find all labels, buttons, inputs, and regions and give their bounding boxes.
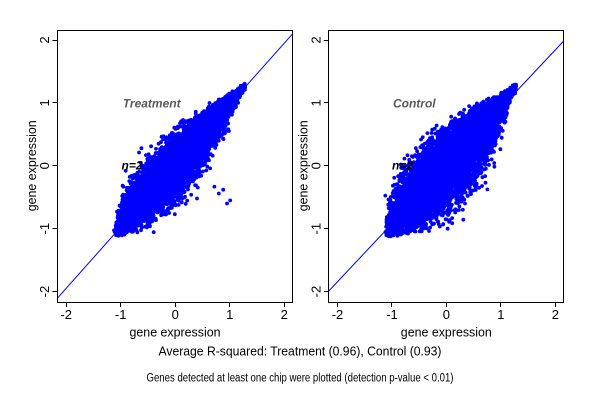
svg-text:1: 1 — [226, 307, 233, 322]
svg-text:-2: -2 — [60, 307, 72, 322]
svg-text:-1: -1 — [37, 223, 52, 235]
svg-text:0: 0 — [37, 162, 52, 169]
svg-text:0: 0 — [308, 162, 323, 169]
svg-text:gene expression: gene expression — [401, 325, 492, 340]
svg-text:gene expression: gene expression — [130, 325, 221, 340]
svg-text:-1: -1 — [308, 223, 323, 235]
svg-text:-2: -2 — [37, 286, 52, 298]
svg-text:2: 2 — [308, 36, 323, 43]
svg-text:1: 1 — [308, 99, 323, 106]
svg-text:gene expression: gene expression — [295, 120, 310, 211]
svg-text:0: 0 — [172, 307, 179, 322]
svg-text:Genes detected at least one ch: Genes detected at least one chip were pl… — [147, 372, 454, 384]
svg-text:2: 2 — [281, 307, 288, 322]
svg-text:n=2: n=2 — [392, 159, 413, 173]
svg-text:n=2: n=2 — [121, 159, 142, 173]
svg-text:-2: -2 — [308, 286, 323, 298]
svg-text:-1: -1 — [115, 307, 127, 322]
svg-text:0: 0 — [443, 307, 450, 322]
svg-text:2: 2 — [552, 307, 559, 322]
svg-text:Treatment: Treatment — [123, 97, 182, 111]
svg-text:2: 2 — [37, 36, 52, 43]
svg-text:1: 1 — [497, 307, 504, 322]
svg-text:1: 1 — [37, 99, 52, 106]
svg-text:Control: Control — [393, 97, 436, 111]
svg-text:-1: -1 — [386, 307, 398, 322]
svg-text:Average R-squared: Treatment (: Average R-squared: Treatment (0.96), Con… — [159, 344, 442, 359]
svg-text:-2: -2 — [332, 307, 344, 322]
svg-text:gene expression: gene expression — [24, 120, 39, 211]
